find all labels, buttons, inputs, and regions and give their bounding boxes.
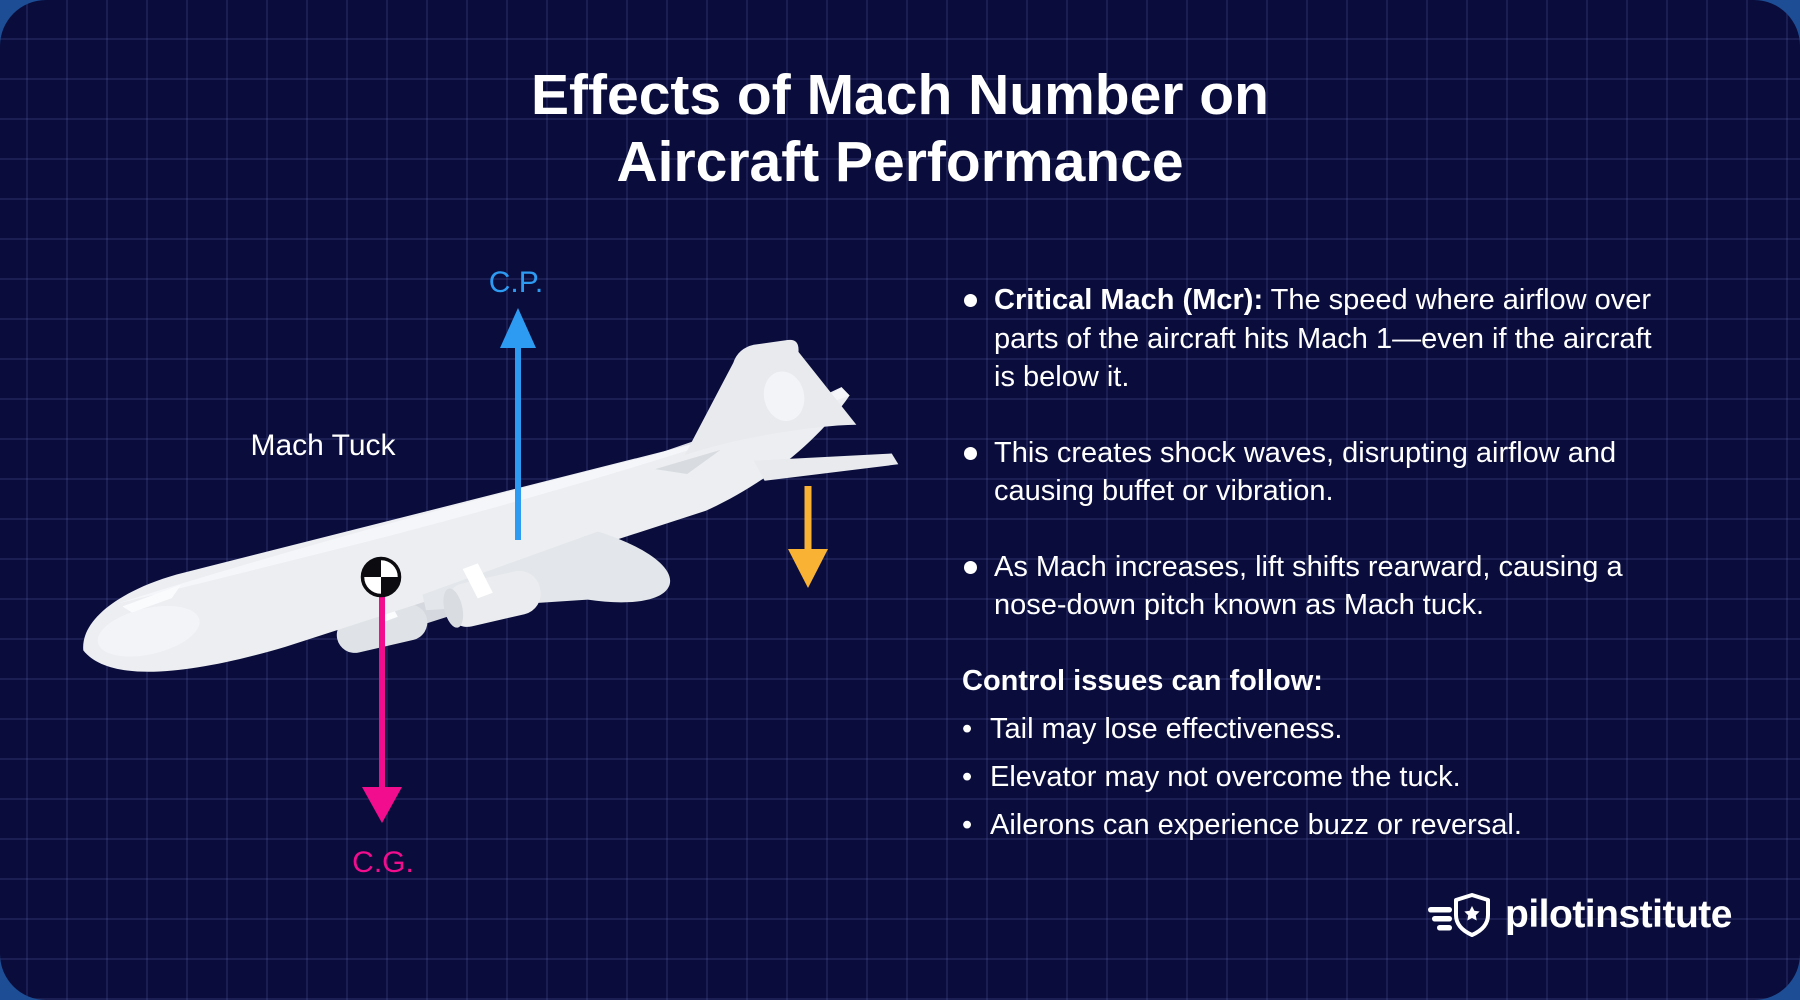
sub-bullet-marker: • bbox=[962, 713, 973, 745]
near-engine-intake bbox=[443, 588, 464, 628]
bullet-lead: Critical Mach (Mcr): bbox=[994, 284, 1264, 316]
page-title-line1: Effects of Mach Number on bbox=[531, 63, 1269, 127]
control-item-text: Elevator may not overcome the tuck. bbox=[990, 761, 1461, 793]
pilot-institute-logo-icon bbox=[1428, 893, 1490, 937]
near-engine-pylon bbox=[462, 563, 493, 599]
page-title: Effects of Mach Number on Aircraft Perfo… bbox=[0, 62, 1800, 196]
near-engine bbox=[445, 570, 541, 627]
cg-label: C.G. bbox=[352, 846, 414, 879]
control-item-tail: • Tail may lose effectiveness. bbox=[962, 710, 1652, 749]
control-item-elevator: • Elevator may not overcome the tuck. bbox=[962, 758, 1652, 797]
text-column: Critical Mach (Mcr): The speed where air… bbox=[962, 281, 1652, 854]
bullet-dot bbox=[964, 294, 977, 307]
fuselage-highlight bbox=[116, 387, 850, 604]
control-item-text: Ailerons can experience buzz or reversal… bbox=[990, 809, 1522, 841]
cp-label: C.P. bbox=[488, 266, 544, 299]
sub-bullet-marker: • bbox=[962, 809, 973, 841]
windshield bbox=[122, 584, 182, 613]
bullet-text: The speed where airflow over parts of th… bbox=[994, 284, 1652, 393]
pilot-institute-logo: pilotinstitute bbox=[1428, 890, 1732, 940]
logo-wordmark: pilotinstitute bbox=[1505, 893, 1732, 936]
horizontal-stabilizer bbox=[753, 453, 899, 481]
control-item-text: Tail may lose effectiveness. bbox=[990, 713, 1343, 745]
bullet-shock-waves: This creates shock waves, disrupting air… bbox=[962, 434, 1652, 511]
bullet-critical-mach: Critical Mach (Mcr): The speed where air… bbox=[962, 281, 1652, 397]
tail-fin-logo-circle bbox=[763, 371, 805, 422]
bullet-mach-tuck: As Mach increases, lift shifts rearward,… bbox=[962, 548, 1652, 625]
bullet-text: As Mach increases, lift shifts rearward,… bbox=[994, 550, 1623, 622]
mach-tuck-label: Mach Tuck bbox=[250, 429, 396, 462]
bullet-text: This creates shock waves, disrupting air… bbox=[994, 436, 1617, 508]
airplane-illustration bbox=[83, 339, 899, 672]
sub-bullet-marker: • bbox=[962, 761, 973, 793]
bullet-dot bbox=[964, 560, 977, 574]
nose-highlight bbox=[97, 605, 200, 657]
control-issues-heading: Control issues can follow: bbox=[962, 664, 1323, 697]
control-item-ailerons: • Ailerons can experience buzz or reversa… bbox=[962, 806, 1652, 845]
stabilizer-shadow bbox=[655, 449, 721, 475]
page-title-line2: Aircraft Performance bbox=[616, 130, 1184, 194]
bullet-dot bbox=[964, 446, 977, 460]
